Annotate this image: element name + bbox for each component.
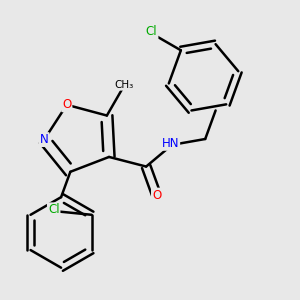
Text: Cl: Cl <box>48 203 59 216</box>
Text: Cl: Cl <box>146 26 158 38</box>
Text: N: N <box>40 133 49 146</box>
Text: O: O <box>152 189 161 202</box>
Text: CH₃: CH₃ <box>114 80 134 90</box>
Text: O: O <box>62 98 71 111</box>
Text: HN: HN <box>162 137 179 150</box>
